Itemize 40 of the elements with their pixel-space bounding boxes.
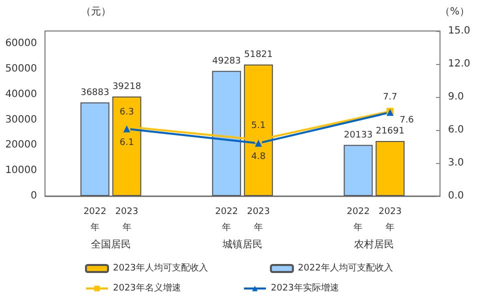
data-label: 39218 [112,82,142,92]
data-label: 6.3 [120,108,134,118]
legend-label: 2023年实际增速 [270,282,339,294]
x-tick-label: 农村居民 [354,238,394,250]
data-label: 36883 [80,88,110,98]
y2-tick-label: 0.0 [448,190,464,202]
data-label: 5.1 [251,120,266,131]
data-label: 21691 [376,126,404,136]
y2-tick-label: 12.0 [448,58,470,70]
data-label: 7.6 [400,115,414,126]
y-axis-title: （元） [80,6,111,18]
y-tick-label: 20000 [5,140,37,151]
y2-tick-label: 9.0 [448,92,464,102]
y-tick-label: 0 [30,190,37,202]
y2-tick-label: 3.0 [448,158,464,168]
text: 2022年 [346,207,370,233]
x-tick-label: 城镇居民 [222,238,262,250]
y-tick-label: 30000 [5,114,37,126]
text: 2023年 [378,207,402,233]
text: 2022年 [83,207,106,233]
y-tick-label: 10000 [5,165,37,176]
y-tick-label: 60000 [5,38,37,50]
text: 2023年 [115,207,138,233]
y2-tick-label: 6.0 [448,124,464,136]
data-label: 7.7 [382,92,398,102]
y-tick-label: 50000 [5,64,37,75]
y2-tick-label: 15.0 [448,26,470,36]
legend-label: 2022年人均可支配收入 [298,262,393,274]
x-tick-label: 全国居民 [90,238,131,250]
y-tick-label: 40000 [5,88,37,100]
legend-label: 2023年人均可支配收入 [113,262,208,274]
data-label: 49283 [212,56,241,66]
text: 2022年 [215,207,238,233]
data-label: 4.8 [251,152,266,162]
data-label: 51821 [244,50,273,60]
text: 2023年 [246,207,270,233]
data-label: 6.1 [120,138,134,148]
data-label: 20133 [344,130,373,140]
legend-label: 2023年名义增速 [113,282,181,294]
y2-axis-title: （%） [440,6,470,18]
